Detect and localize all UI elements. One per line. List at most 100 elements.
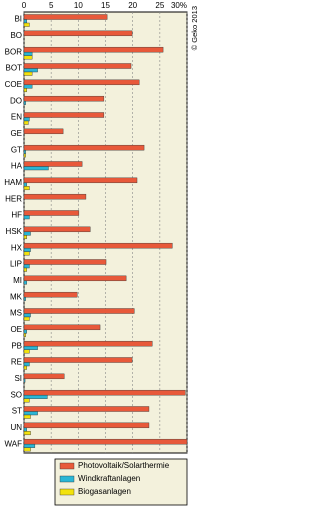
chart: © Geko 2013 0 5 10 15 20 25 30% BI BO BOR BOT COE DO… <box>4 1 199 506</box>
y-tick-label: OE <box>10 325 22 334</box>
bar <box>23 215 30 220</box>
bar <box>23 46 164 53</box>
bar <box>23 251 30 256</box>
y-tick-label: HAM <box>4 178 22 187</box>
x-tick-label: 20 <box>128 1 137 10</box>
bar <box>23 447 31 452</box>
bar <box>23 112 105 118</box>
bar <box>23 88 27 93</box>
bar <box>23 389 186 396</box>
bar <box>23 231 31 236</box>
bar <box>23 313 31 318</box>
bar <box>23 345 38 350</box>
bar <box>23 55 33 60</box>
legend-label: Photovoltaik/Solarthermie <box>78 461 170 470</box>
bar <box>23 149 26 154</box>
y-tick-label: MI <box>13 276 22 285</box>
bar <box>23 226 91 233</box>
bar <box>23 414 31 419</box>
bar <box>23 19 27 24</box>
bar <box>23 333 26 338</box>
legend-swatch <box>59 462 75 470</box>
bar <box>23 324 101 331</box>
bar <box>23 235 27 240</box>
bar <box>23 365 27 370</box>
bar <box>23 329 27 334</box>
y-tick-label: DO <box>10 96 22 105</box>
bar <box>23 275 127 282</box>
legend-box <box>54 458 188 506</box>
y-tick-label: SI <box>14 374 22 383</box>
legend-label: Biogasanlagen <box>78 487 131 496</box>
bar <box>23 357 133 363</box>
bar <box>23 120 29 125</box>
bar <box>23 438 188 445</box>
bar <box>23 63 132 69</box>
y-tick-label: GT <box>11 145 22 154</box>
legend-label: Windkraftanlagen <box>78 474 140 483</box>
y-tick-label: RE <box>11 358 22 367</box>
bar <box>23 14 108 20</box>
bar <box>23 84 33 89</box>
bar <box>23 422 150 429</box>
bar <box>23 68 38 73</box>
bar <box>23 144 145 151</box>
bar <box>23 267 27 272</box>
legend-swatch <box>59 488 75 496</box>
bar <box>23 161 83 167</box>
bar <box>23 210 80 216</box>
bar <box>23 30 133 37</box>
y-tick-label: UN <box>10 423 22 432</box>
y-tick-label: PB <box>11 341 22 350</box>
bar <box>23 316 30 321</box>
bar <box>23 373 65 380</box>
bar <box>23 177 138 184</box>
y-tick-label: HA <box>11 162 23 171</box>
x-tick-label: 15 <box>101 1 110 10</box>
bar <box>23 296 26 301</box>
y-tick-label: HX <box>11 243 23 252</box>
bar <box>23 51 33 56</box>
bar <box>23 79 140 86</box>
x-tick-label: 30% <box>171 1 187 10</box>
bar <box>23 242 173 249</box>
bar <box>23 443 36 448</box>
bar <box>23 398 30 403</box>
x-tick-label: 0 <box>22 1 27 10</box>
bar <box>23 431 31 436</box>
bar <box>23 411 38 416</box>
legend-swatch <box>59 475 75 483</box>
bar <box>23 406 150 412</box>
y-tick-label: LIP <box>10 260 22 269</box>
bar <box>23 427 27 432</box>
x-tick-label: 10 <box>74 1 83 10</box>
y-tick-label: HSK <box>6 227 23 236</box>
y-tick-label: COE <box>5 80 22 89</box>
y-tick-label: BO <box>10 31 22 40</box>
x-tick-label: 5 <box>49 1 54 10</box>
bar <box>23 308 135 314</box>
bar <box>23 186 30 191</box>
y-tick-label: EN <box>11 113 22 122</box>
y-tick-label: GE <box>10 129 22 138</box>
bar <box>23 95 105 102</box>
bar <box>23 340 153 347</box>
bar <box>23 153 26 158</box>
bar <box>23 117 30 122</box>
bar <box>23 264 30 269</box>
y-tick-label: BOT <box>6 64 23 73</box>
bar <box>23 280 27 285</box>
bar <box>23 247 31 252</box>
bar <box>23 166 49 171</box>
bar <box>23 291 78 298</box>
bar <box>23 71 33 76</box>
y-tick-label: BI <box>14 15 22 24</box>
y-tick-label: HER <box>5 194 22 203</box>
x-tick-label: 25 <box>155 1 164 10</box>
bar <box>23 362 30 367</box>
bar <box>23 100 26 105</box>
copyright: © Geko 2013 <box>190 6 199 50</box>
y-tick-label: HF <box>11 211 22 220</box>
bar <box>23 349 30 354</box>
